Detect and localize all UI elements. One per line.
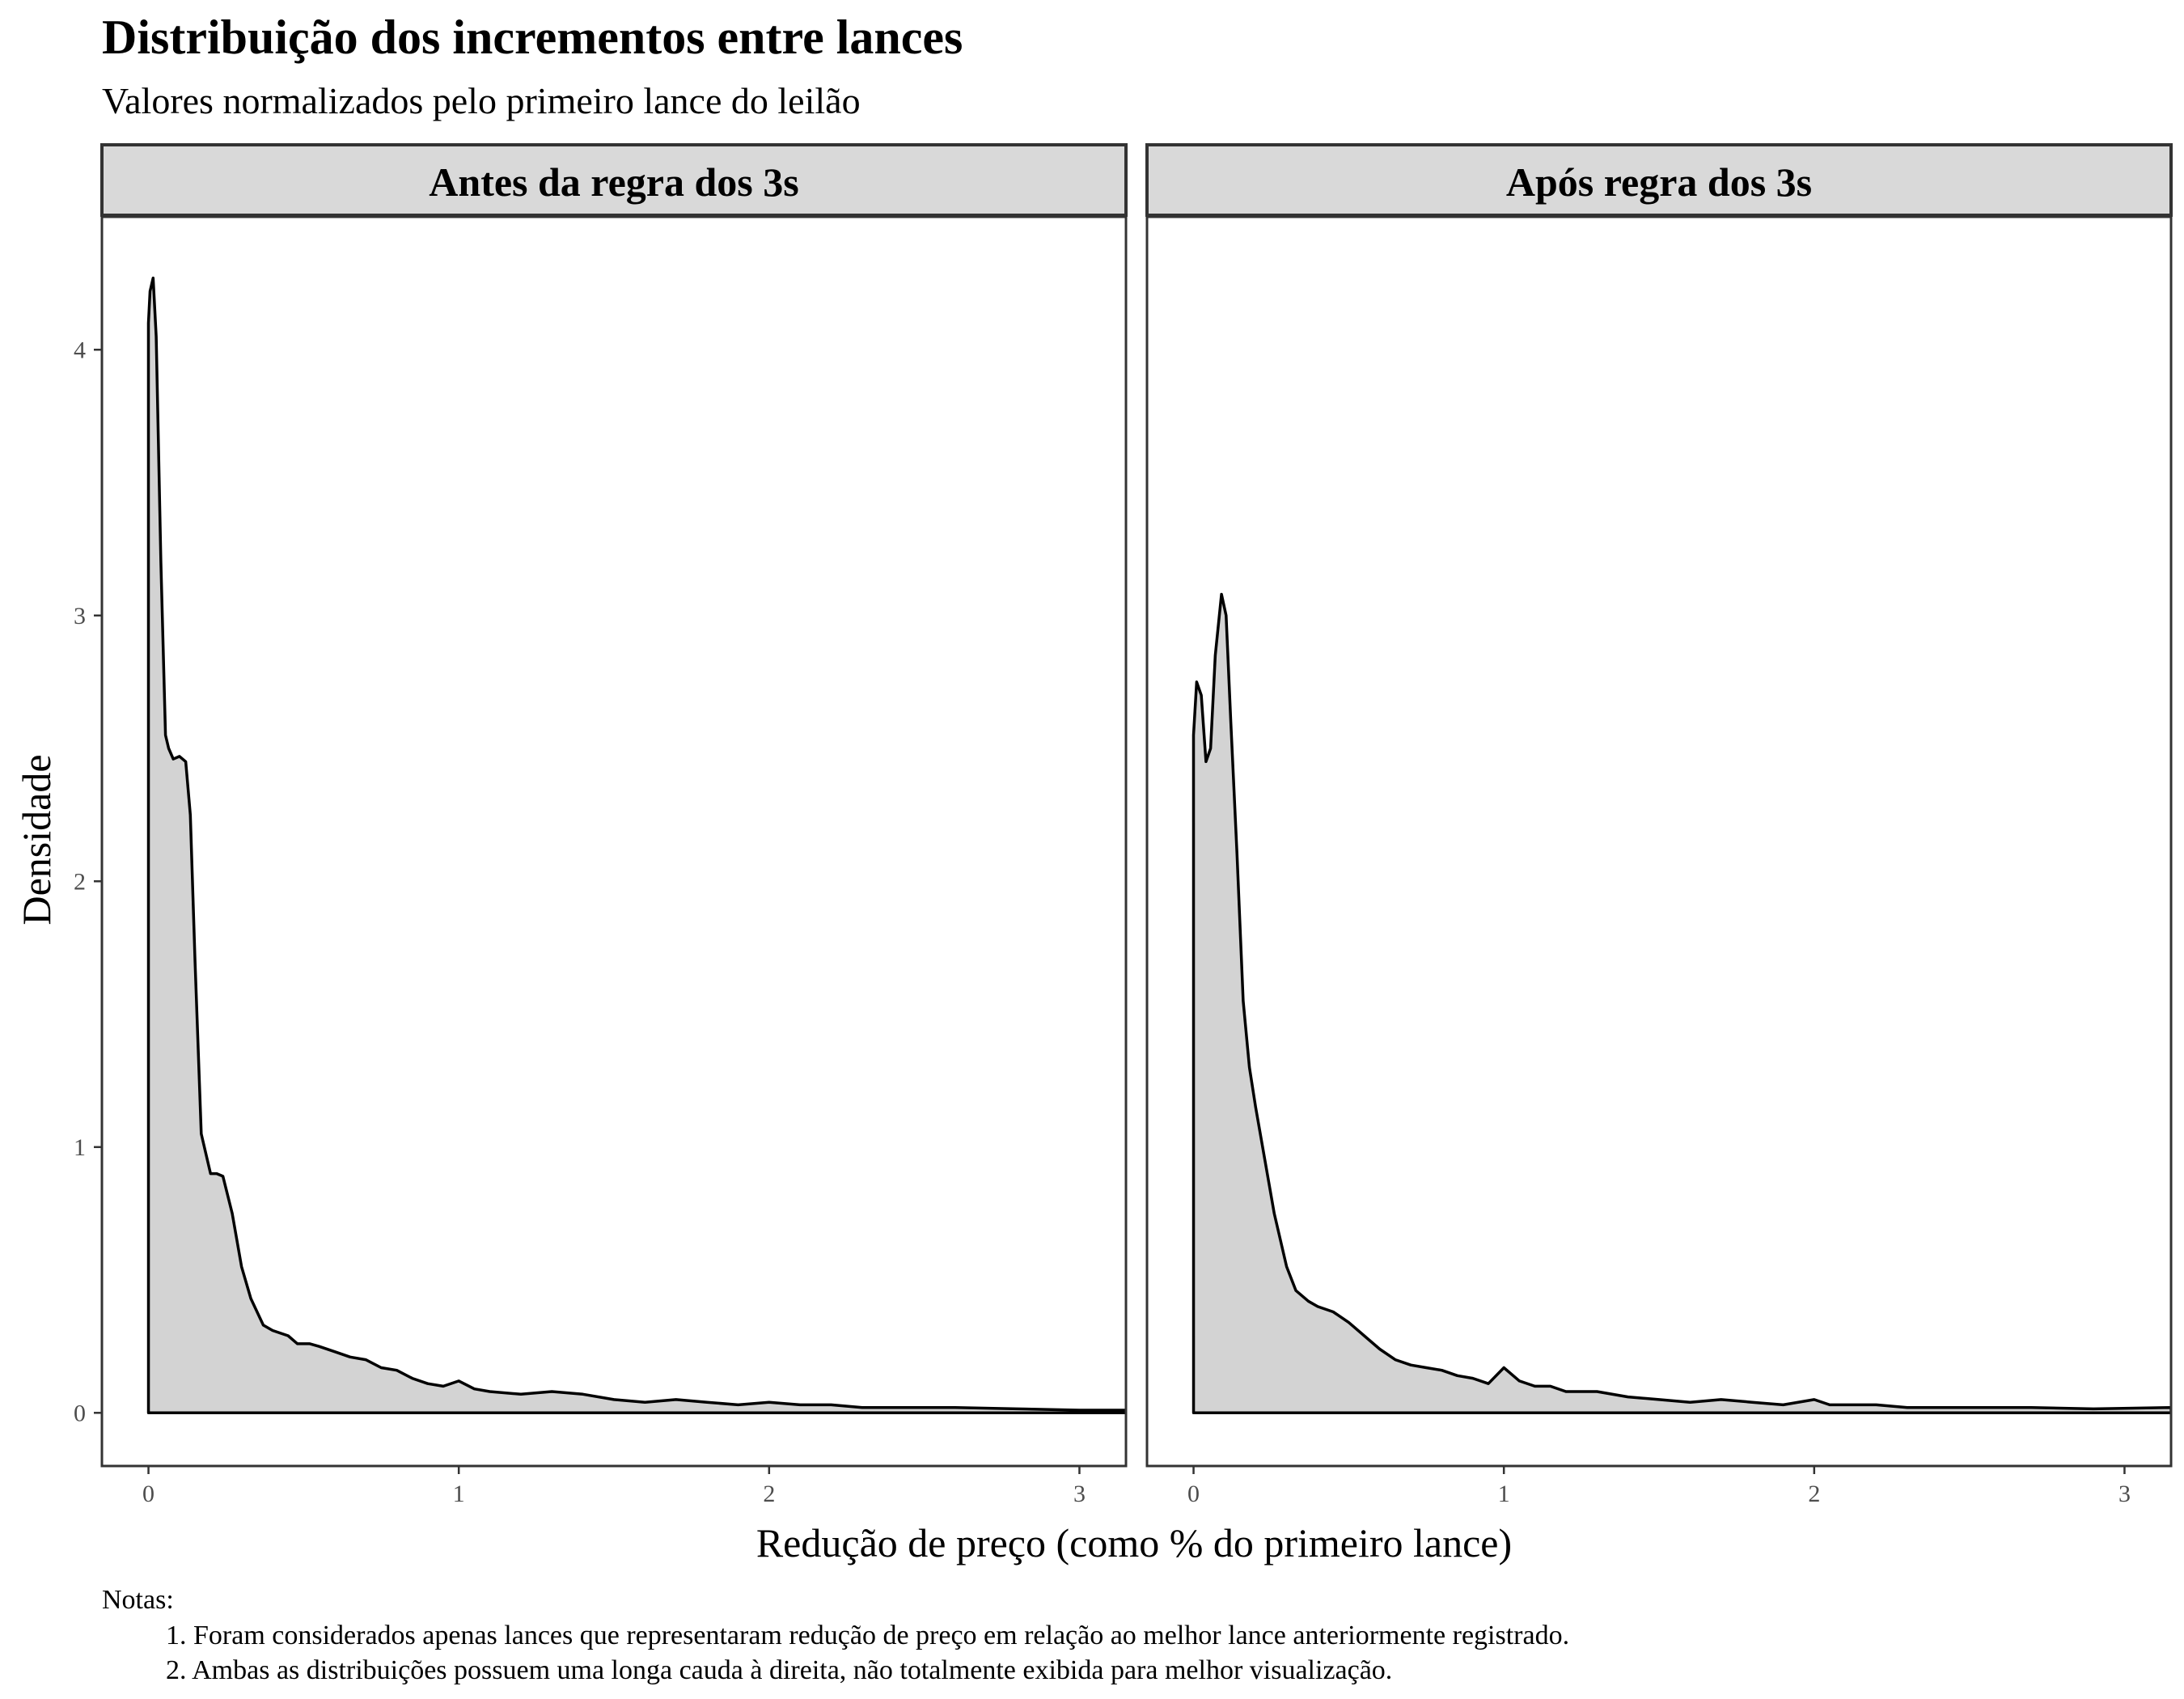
x-tick-label: 0	[142, 1481, 154, 1507]
facet-strip-label: Após regra dos 3s	[1506, 159, 1812, 205]
y-axis: 0 1 2 3 4	[74, 337, 102, 1426]
note-item-1: 1. Foram considerados apenas lances que …	[166, 1621, 1569, 1650]
x-axis-title: Redução de preço (como % do primeiro lan…	[756, 1520, 1512, 1566]
y-tick-label: 2	[74, 868, 86, 895]
note-item-2: 2. Ambas as distribuições possuem uma lo…	[166, 1655, 1392, 1685]
x-tick-label: 2	[1808, 1481, 1820, 1507]
y-tick-label: 4	[74, 337, 86, 363]
chart-title: Distribuição dos incrementos entre lance…	[102, 11, 963, 64]
facet-strip	[100, 143, 1128, 217]
density-series	[1191, 592, 2171, 1415]
facet-strip-label: Antes da regra dos 3s	[429, 159, 798, 205]
y-tick-label: 3	[74, 603, 86, 629]
x-tick-label: 2	[763, 1481, 775, 1507]
density-series	[146, 276, 1126, 1415]
x-tick-label: 1	[453, 1481, 465, 1507]
density-area	[146, 276, 1126, 1415]
x-tick-label: 3	[1073, 1481, 1086, 1507]
facet-strip	[1145, 143, 2173, 217]
panel-border	[100, 215, 1128, 1468]
y-tick-label: 1	[74, 1134, 86, 1161]
x-tick-label: 3	[2118, 1481, 2131, 1507]
y-axis-title: Densidade	[14, 754, 59, 925]
facet-panel-2: Após regra dos 3s 0 1 2 3	[1145, 143, 2173, 1507]
chart-subtitle: Valores normalizados pelo primeiro lance…	[102, 80, 861, 121]
panel-border	[1145, 215, 2173, 1468]
facet-panel-1: Antes da regra dos 3s 0 1 2 3	[100, 143, 1128, 1507]
x-tick-label: 1	[1498, 1481, 1510, 1507]
y-tick-label: 0	[74, 1400, 86, 1426]
density-area	[1191, 592, 2171, 1415]
x-tick-label: 0	[1187, 1481, 1200, 1507]
notes-heading: Notas:	[102, 1585, 174, 1615]
